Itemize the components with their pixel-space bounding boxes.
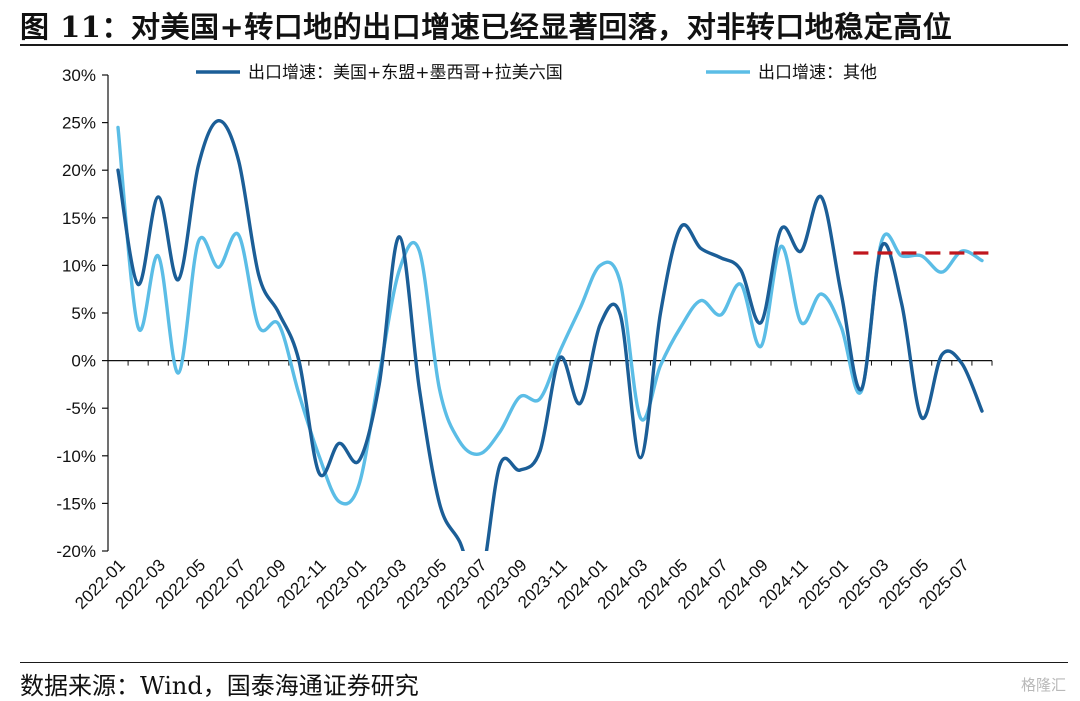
- series-line-2: [116, 125, 984, 506]
- data-source: 数据来源：Wind，国泰海通证券研究: [20, 672, 419, 700]
- y-tick-label: 10%: [62, 256, 96, 275]
- y-tick-label: 0%: [71, 352, 96, 371]
- line-chart: 30%25%20%15%10%5%0%-5%-10%-15%-20%2022-0…: [56, 63, 993, 613]
- chart-title: 图 11：对美国+转口地的出口增速已经显著回落，对非转口地稳定高位: [20, 10, 953, 44]
- watermark: 格隆汇: [1020, 676, 1066, 694]
- source-divider: [20, 662, 1068, 663]
- title-divider: [20, 44, 1068, 46]
- legend-label-2: 出口增速：其他: [758, 63, 877, 83]
- y-tick-label: -5%: [66, 399, 96, 418]
- y-tick-label: -15%: [56, 494, 96, 513]
- y-tick-label: 30%: [62, 66, 96, 85]
- axes-layer: 30%25%20%15%10%5%0%-5%-10%-15%-20%2022-0…: [56, 66, 993, 613]
- legend-label-1: 出口增速：美国+东盟+墨西哥+拉美六国: [248, 63, 563, 83]
- legend: 出口增速：美国+东盟+墨西哥+拉美六国 出口增速：其他: [196, 63, 877, 83]
- y-tick-label: 5%: [71, 304, 96, 323]
- series-layer: [116, 119, 984, 551]
- y-tick-label: -10%: [56, 447, 96, 466]
- y-tick-label: 15%: [62, 209, 96, 228]
- y-tick-label: 20%: [62, 161, 96, 180]
- series-line-1: [116, 119, 984, 551]
- y-tick-label: -20%: [56, 542, 96, 561]
- y-tick-label: 25%: [62, 114, 96, 133]
